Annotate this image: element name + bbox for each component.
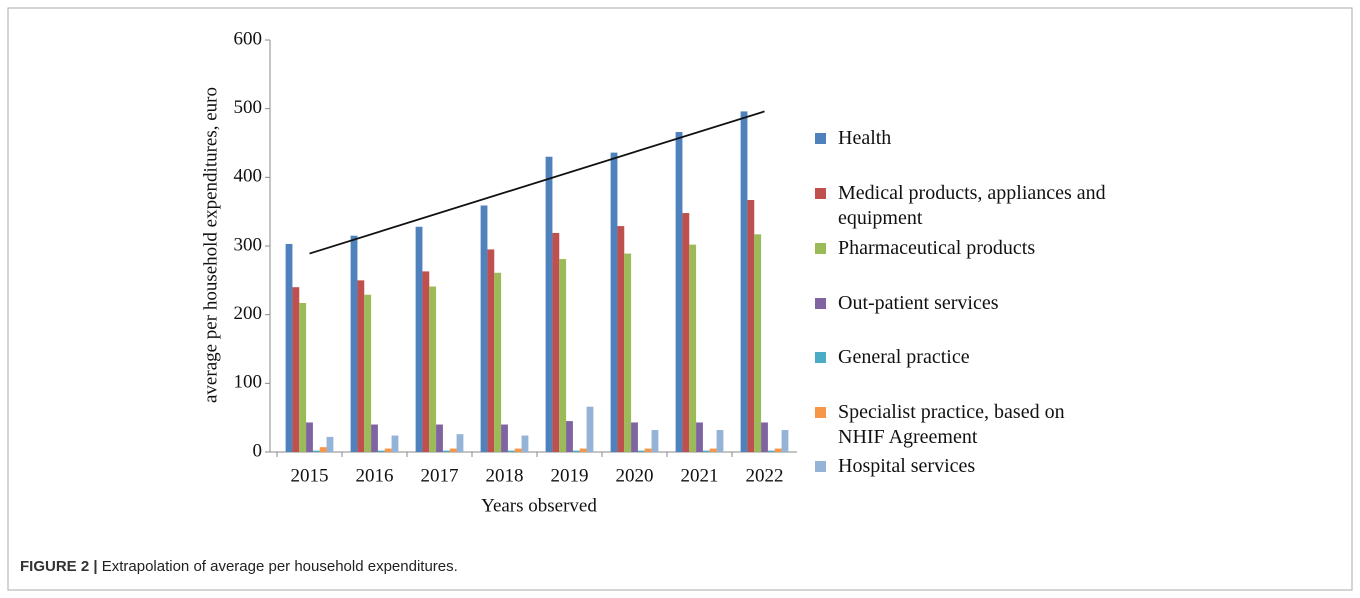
bar [357, 280, 365, 452]
bar [644, 448, 652, 452]
y-tick-label: 200 [234, 303, 263, 324]
bar [487, 249, 495, 452]
bar [501, 424, 508, 452]
x-tick-label: 2022 [746, 465, 784, 486]
bar [312, 450, 320, 452]
bar [480, 205, 488, 452]
bar [422, 271, 430, 452]
bar [781, 430, 789, 452]
frame [7, 7, 1353, 591]
bar [442, 450, 450, 452]
bar [456, 434, 464, 452]
bar [610, 152, 618, 452]
x-tick-label: 2021 [681, 465, 719, 486]
bar [709, 448, 717, 452]
bar [449, 448, 457, 452]
bar [631, 422, 638, 452]
bar [371, 424, 378, 452]
bar [579, 448, 587, 452]
y-tick-label: 500 [234, 97, 263, 118]
bar [747, 199, 755, 452]
legend-swatch [815, 243, 826, 254]
bar [292, 287, 300, 452]
bar [285, 243, 293, 452]
bar [545, 156, 553, 452]
y-tick-label: 400 [234, 166, 263, 187]
bar [682, 213, 690, 452]
legend-label: Specialist practice, based on NHIF Agree… [838, 401, 1065, 448]
x-axis-title: Years observed [481, 495, 597, 516]
bar [552, 232, 560, 452]
bar [767, 450, 775, 452]
bar [436, 424, 443, 452]
bar [514, 448, 522, 452]
bar [429, 286, 437, 452]
legend-swatch [815, 352, 826, 363]
bar [326, 436, 334, 452]
bar [507, 450, 515, 452]
bar [586, 406, 594, 452]
caption-label: FIGURE 2 | [20, 558, 98, 575]
bar [651, 430, 659, 452]
bar [716, 430, 724, 452]
bar [521, 435, 529, 452]
x-tick-label: 2019 [551, 465, 589, 486]
legend-label: Hospital services [838, 455, 976, 477]
bar [689, 244, 697, 452]
legend-swatch [815, 461, 826, 472]
legend-label: Health [838, 127, 892, 149]
bar [675, 132, 683, 452]
bar [384, 448, 392, 452]
bar [377, 450, 385, 452]
legend-label: General practice [838, 346, 970, 368]
caption: FIGURE 2 | Extrapolation of average per … [20, 558, 458, 575]
y-tick-label: 0 [253, 440, 263, 461]
x-tick-label: 2018 [486, 465, 524, 486]
bar [624, 253, 632, 452]
bar [299, 302, 307, 452]
y-tick-label: 100 [234, 372, 263, 393]
bar [702, 450, 710, 452]
legend-swatch [815, 407, 826, 418]
x-tick-label: 2016 [356, 465, 394, 486]
bar [364, 294, 372, 452]
y-tick-label: 300 [234, 234, 263, 255]
legend-swatch [815, 188, 826, 199]
legend-label: Medical products, appliances and equipme… [838, 182, 1106, 229]
legend-label: Out-patient services [838, 292, 999, 314]
bar [740, 111, 748, 452]
bar [350, 235, 358, 452]
bar [572, 450, 580, 452]
legend-swatch [815, 298, 826, 309]
bar [415, 226, 423, 452]
bar [754, 234, 762, 452]
bar [566, 421, 573, 452]
bar [391, 435, 399, 452]
caption-text: Extrapolation of average per household e… [101, 558, 458, 575]
bar [774, 448, 782, 452]
y-axis-title: average per household expenditures, euro [200, 87, 221, 403]
bar [696, 422, 703, 452]
bar [637, 450, 645, 452]
bar [559, 259, 567, 452]
bar [494, 272, 502, 452]
bar [761, 422, 768, 452]
y-tick-label: 600 [234, 28, 263, 49]
x-tick-label: 2015 [291, 465, 329, 486]
bar [306, 422, 313, 452]
bar [319, 447, 327, 452]
x-tick-label: 2017 [421, 465, 459, 486]
legend-label: Pharmaceutical products [838, 237, 1036, 259]
bar [617, 226, 625, 452]
x-tick-label: 2020 [616, 465, 654, 486]
trendline [309, 110, 765, 255]
legend-swatch [815, 133, 826, 144]
